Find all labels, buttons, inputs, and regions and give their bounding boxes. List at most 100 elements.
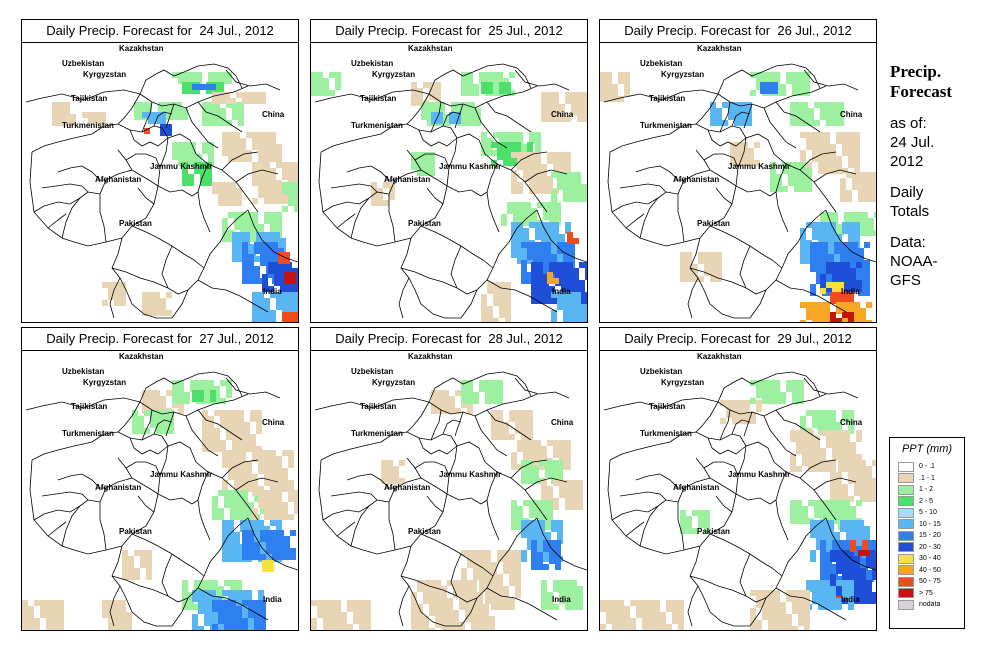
precip-cell [192, 84, 198, 90]
precip-cell [258, 316, 264, 322]
precip-cell [114, 288, 120, 294]
precip-cell [838, 576, 844, 582]
precip-cell [856, 430, 862, 436]
precip-cell [290, 554, 296, 560]
legend-entry: 2 - 5 [898, 496, 964, 508]
precip-cell [417, 622, 423, 628]
precip-cell [848, 318, 854, 322]
precip-cell [234, 550, 240, 556]
precip-cell [600, 78, 606, 84]
precip-cell [806, 180, 812, 186]
precip-cell [146, 556, 152, 562]
precip-cell [770, 180, 776, 186]
precip-cell [770, 174, 776, 180]
precip-cell [264, 316, 270, 322]
precip-cell [467, 408, 473, 414]
precip-cell [838, 108, 844, 114]
precip-cell [577, 486, 583, 492]
precip-cell [531, 292, 537, 298]
precip-cell [232, 250, 238, 256]
country-label: Afghanistan [95, 175, 141, 184]
panel-title: Daily Precip. Forecast for 26 Jul., 2012 [600, 20, 876, 43]
precip-cell [258, 186, 264, 192]
precip-cell [467, 562, 473, 568]
country-label: Kazakhstan [697, 44, 742, 53]
precip-cell [716, 108, 722, 114]
precip-cell [485, 78, 491, 84]
precip-cell [108, 600, 114, 606]
precip-cell [453, 586, 459, 592]
precip-cell [240, 614, 246, 620]
country-label: Kyrgyzstan [661, 70, 704, 79]
precip-cell [856, 280, 862, 286]
precip-cell [800, 174, 806, 180]
precip-cell [134, 102, 140, 108]
precip-cell [828, 544, 834, 550]
precip-cell [531, 262, 537, 268]
precip-cell [844, 280, 850, 286]
precip-cell [505, 82, 511, 88]
precip-cell [202, 446, 208, 452]
precip-cell [515, 580, 521, 586]
precip-cell [836, 484, 842, 490]
precip-cell [232, 440, 238, 446]
precip-cell [453, 628, 459, 630]
precip-cell [561, 274, 567, 280]
precip-cell [218, 600, 224, 606]
precip-cell [264, 298, 270, 304]
precip-cell [232, 256, 238, 262]
precip-cell [583, 104, 587, 110]
precip-cell [323, 84, 329, 90]
precip-cell [842, 556, 848, 562]
precip-cell [134, 114, 140, 120]
precip-cell [166, 124, 172, 130]
precip-cell [545, 556, 551, 562]
precip-cell [577, 116, 583, 122]
precip-cell [276, 298, 282, 304]
precip-cell [527, 410, 533, 416]
border-line [607, 151, 701, 247]
precip-cell [491, 142, 497, 148]
precip-cell [493, 318, 499, 322]
precip-cell [272, 542, 278, 548]
forecast-panel: Daily Precip. Forecast for 28 Jul., 2012… [310, 327, 588, 631]
precip-cell [768, 608, 774, 614]
precip-cell [736, 142, 742, 148]
precip-cell [860, 460, 866, 466]
precip-cell [535, 152, 541, 158]
precip-cell [132, 428, 138, 434]
precip-cell [818, 302, 824, 308]
precip-cell [742, 148, 748, 154]
daily-totals-block: Daily Totals [890, 183, 980, 221]
precip-cell [529, 132, 535, 138]
precip-cell [541, 452, 547, 458]
precip-cell [234, 556, 240, 562]
precip-cell [276, 212, 282, 218]
precip-cell [820, 564, 826, 570]
precip-cell [812, 598, 818, 604]
precip-cell [311, 624, 317, 630]
precip-cell [553, 278, 559, 284]
precip-cell [292, 268, 298, 274]
precip-cell [531, 546, 537, 552]
precip-cell [234, 156, 240, 162]
border-line [609, 441, 671, 461]
precip-cell [828, 532, 834, 538]
precip-cell [329, 600, 335, 606]
precip-cell [236, 496, 242, 502]
precip-cell [485, 598, 491, 604]
precip-cell [228, 538, 234, 544]
precip-cell [264, 218, 270, 224]
precip-cell [266, 536, 272, 542]
precip-cell [581, 184, 587, 190]
precip-cell [553, 116, 559, 122]
precip-cell [555, 268, 561, 274]
precip-cell [214, 72, 220, 78]
precip-cell [854, 228, 860, 234]
border-line [486, 409, 532, 441]
precip-cell [214, 428, 220, 434]
precip-cell [172, 72, 178, 78]
precip-cell [256, 422, 262, 428]
precip-cell [461, 398, 467, 404]
precip-cell [774, 620, 780, 626]
